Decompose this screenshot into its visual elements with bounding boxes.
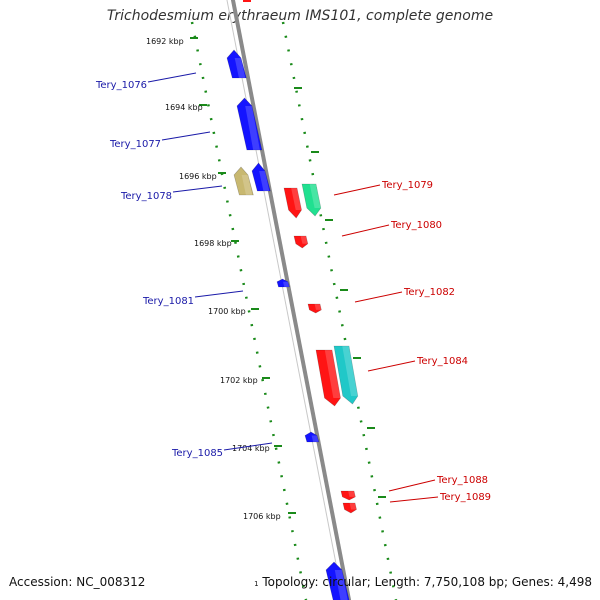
leader-line-left bbox=[172, 185, 223, 193]
summary-prefix: 1 bbox=[254, 580, 259, 588]
gene-label-left: Tery_1081 bbox=[142, 296, 194, 307]
gene-label-right: Tery_1088 bbox=[436, 475, 488, 486]
leader-line-right bbox=[354, 291, 403, 303]
labels-layer: Tery_1076 Tery_1077 Tery_1078 Tery_1081 Tery… bbox=[95, 72, 491, 503]
scale-tick-label: 1696 kbp bbox=[179, 172, 217, 181]
gene-tery-1080-shade bbox=[300, 236, 308, 244]
gene-tery-1085 bbox=[304, 431, 320, 443]
gene-tery-1077-shade bbox=[245, 106, 260, 150]
leader-line-right bbox=[389, 496, 439, 503]
backbone-layer bbox=[226, 0, 352, 600]
gene-label-right: Tery_1084 bbox=[416, 356, 468, 367]
gene-tery-1084-red bbox=[315, 349, 341, 407]
gene-tery-1082 bbox=[307, 303, 322, 314]
gene-label-right: Tery_1080 bbox=[390, 220, 442, 231]
gene-tery-1078-khaki-shade bbox=[241, 175, 253, 195]
scale-tick-label: 1698 kbp bbox=[194, 239, 232, 248]
gene-tery-1078-blue bbox=[251, 162, 271, 192]
gene-tery-1089 bbox=[342, 502, 357, 514]
leader-line-right bbox=[341, 224, 390, 237]
gene-tery-1085-shade bbox=[311, 435, 319, 442]
backbone-highlight bbox=[226, 0, 344, 600]
gene-tery-1077 bbox=[236, 97, 263, 151]
gene-label-right: Tery_1082 bbox=[403, 287, 455, 298]
map-title: Trichodesmium erythraeum IMS101, complet… bbox=[106, 8, 494, 24]
gene-tery-1080 bbox=[293, 235, 309, 249]
gene-label-left: Tery_1077 bbox=[109, 139, 161, 150]
leader-line-left bbox=[194, 290, 244, 298]
scale-tick-label: 1702 kbp bbox=[220, 376, 258, 385]
summary-text: 1 Topology: circular; Length: 7,750,108 … bbox=[254, 575, 592, 589]
gene-label-left: Tery_1076 bbox=[95, 80, 147, 91]
gene-top-red bbox=[243, 0, 251, 2]
gene-tery-1079-green-shade bbox=[309, 184, 321, 208]
gene-tery-1076 bbox=[226, 49, 247, 79]
gene-bottom-blue-shade bbox=[334, 570, 348, 600]
scale-tick-label: 1700 kbp bbox=[208, 307, 246, 316]
leader-line-left bbox=[223, 442, 273, 451]
inner-tick-track-right bbox=[281, 21, 398, 600]
gene-label-right: Tery_1089 bbox=[439, 492, 491, 503]
gene-tery-1081-shade bbox=[283, 281, 290, 287]
gene-label-left: Tery_1085 bbox=[171, 448, 223, 459]
gene-label-right: Tery_1079 bbox=[381, 180, 433, 191]
leader-line-right bbox=[333, 184, 381, 196]
accession-text: Accession: NC_008312 bbox=[9, 575, 146, 589]
gene-tery-1084-teal-shade bbox=[342, 346, 358, 396]
inner-tick-track-left bbox=[190, 21, 308, 600]
scale-tick-label: 1704 kbp bbox=[232, 444, 270, 453]
genome-backbone bbox=[230, 0, 352, 600]
gene-tery-1078-blue-shade bbox=[259, 171, 270, 191]
tick-marks-layer: 1692 kbp 1694 kbp 1696 kbp 1698 kbp 1700 kbp… bbox=[146, 21, 398, 600]
gene-tery-1079-red bbox=[283, 187, 302, 219]
leader-line-left bbox=[147, 72, 197, 83]
summary-details: Topology: circular; Length: 7,750,108 bp… bbox=[262, 575, 592, 589]
gene-tery-1084-red-shade bbox=[324, 350, 341, 398]
gene-tery-1081 bbox=[276, 278, 290, 288]
gene-tery-1079-red-shade bbox=[291, 188, 302, 210]
scale-tick-label: 1694 kbp bbox=[165, 103, 203, 112]
genes-layer bbox=[226, 0, 359, 600]
gene-tery-1088-shade bbox=[348, 491, 356, 497]
gene-tery-1088 bbox=[340, 490, 356, 501]
gene-label-left: Tery_1078 bbox=[120, 191, 172, 202]
leader-line-left bbox=[161, 131, 211, 141]
leader-line-right bbox=[367, 360, 416, 372]
gene-tery-1079-green bbox=[301, 183, 322, 217]
gene-tery-1082-shade bbox=[314, 304, 322, 310]
scale-tick-label: 1692 kbp bbox=[146, 37, 184, 46]
leader-line-right bbox=[388, 479, 436, 492]
gene-tery-1089-shade bbox=[349, 503, 357, 510]
gene-tery-1076-shade bbox=[234, 58, 246, 78]
scale-tick-label: 1706 kbp bbox=[243, 512, 281, 521]
gene-tery-1078-khaki bbox=[233, 166, 254, 196]
gene-bottom-blue bbox=[325, 561, 350, 600]
gene-tery-1084-teal bbox=[333, 345, 359, 405]
